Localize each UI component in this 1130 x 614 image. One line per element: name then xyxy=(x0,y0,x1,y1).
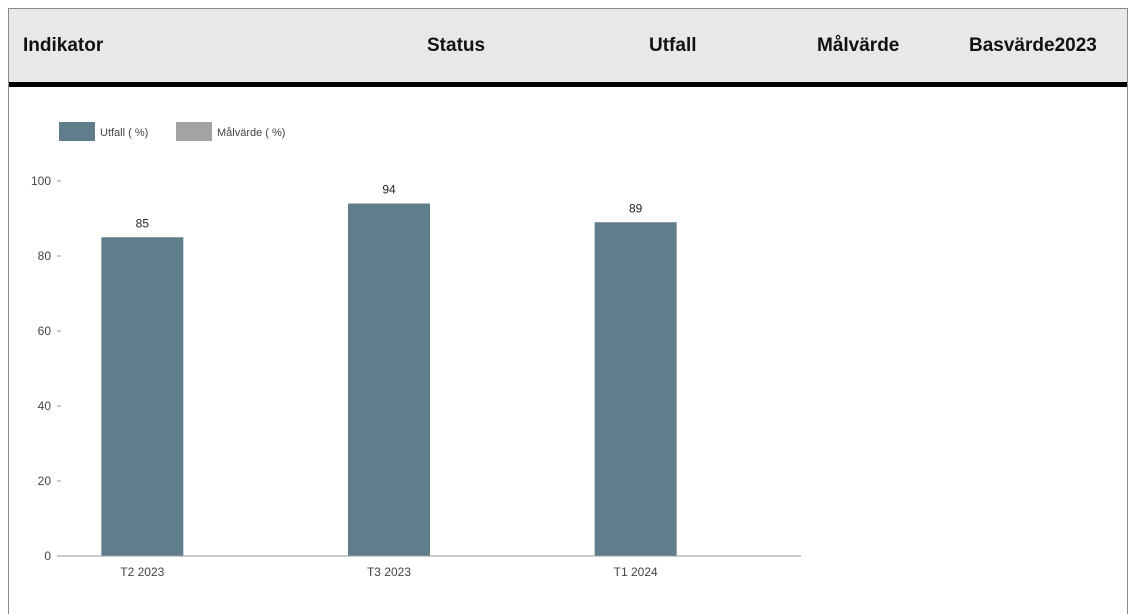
data-label: 94 xyxy=(382,183,396,197)
legend-swatch xyxy=(59,122,95,141)
column-header-malvarde: Målvärde xyxy=(817,34,900,56)
bar-chart: Utfall ( %) Målvärde ( %) 0 20 40 60 80 100 85… xyxy=(31,122,801,579)
x-tick-label: T2 2023 xyxy=(120,565,164,579)
y-tick-label: 0 xyxy=(44,549,51,563)
column-header-basvarde-line1: Basvärde xyxy=(969,34,1055,56)
y-axis: 0 20 40 60 80 100 xyxy=(31,174,61,563)
legend-label: Målvärde ( %) xyxy=(217,127,285,139)
x-tick-label: T3 2023 xyxy=(367,565,411,579)
bar xyxy=(348,203,430,556)
data-label: 85 xyxy=(136,216,150,230)
y-tick-label: 20 xyxy=(38,474,52,488)
y-tick-label: 40 xyxy=(38,399,52,413)
legend-swatch xyxy=(176,122,212,141)
column-header-utfall: Utfall xyxy=(649,34,697,56)
legend-label: Utfall ( %) xyxy=(100,127,148,139)
column-header-basvarde-line2: 2023 xyxy=(1054,34,1097,56)
column-header-status: Status xyxy=(427,34,486,56)
table-header: Indikator Status Utfall Målvärde Basvärd… xyxy=(9,9,1127,87)
bar xyxy=(594,222,677,556)
x-axis: T2 2023 T3 2023 T1 2024 xyxy=(61,555,801,579)
indicator-table: Indikator Status Utfall Målvärde Basvärd… xyxy=(8,8,1128,614)
y-tick-label: 100 xyxy=(31,174,51,188)
y-tick-label: 60 xyxy=(38,324,52,338)
bar xyxy=(101,237,184,556)
column-header-indikator: Indikator xyxy=(23,34,104,56)
data-label: 89 xyxy=(629,201,643,215)
x-tick-label: T1 2024 xyxy=(614,565,658,579)
bars: 85 94 89 xyxy=(101,183,677,556)
column-header-basvarde: Basvärde 2023 xyxy=(969,9,1099,82)
chart-legend[interactable]: Utfall ( %) Målvärde ( %) xyxy=(59,122,285,141)
y-tick-label: 80 xyxy=(38,249,52,263)
